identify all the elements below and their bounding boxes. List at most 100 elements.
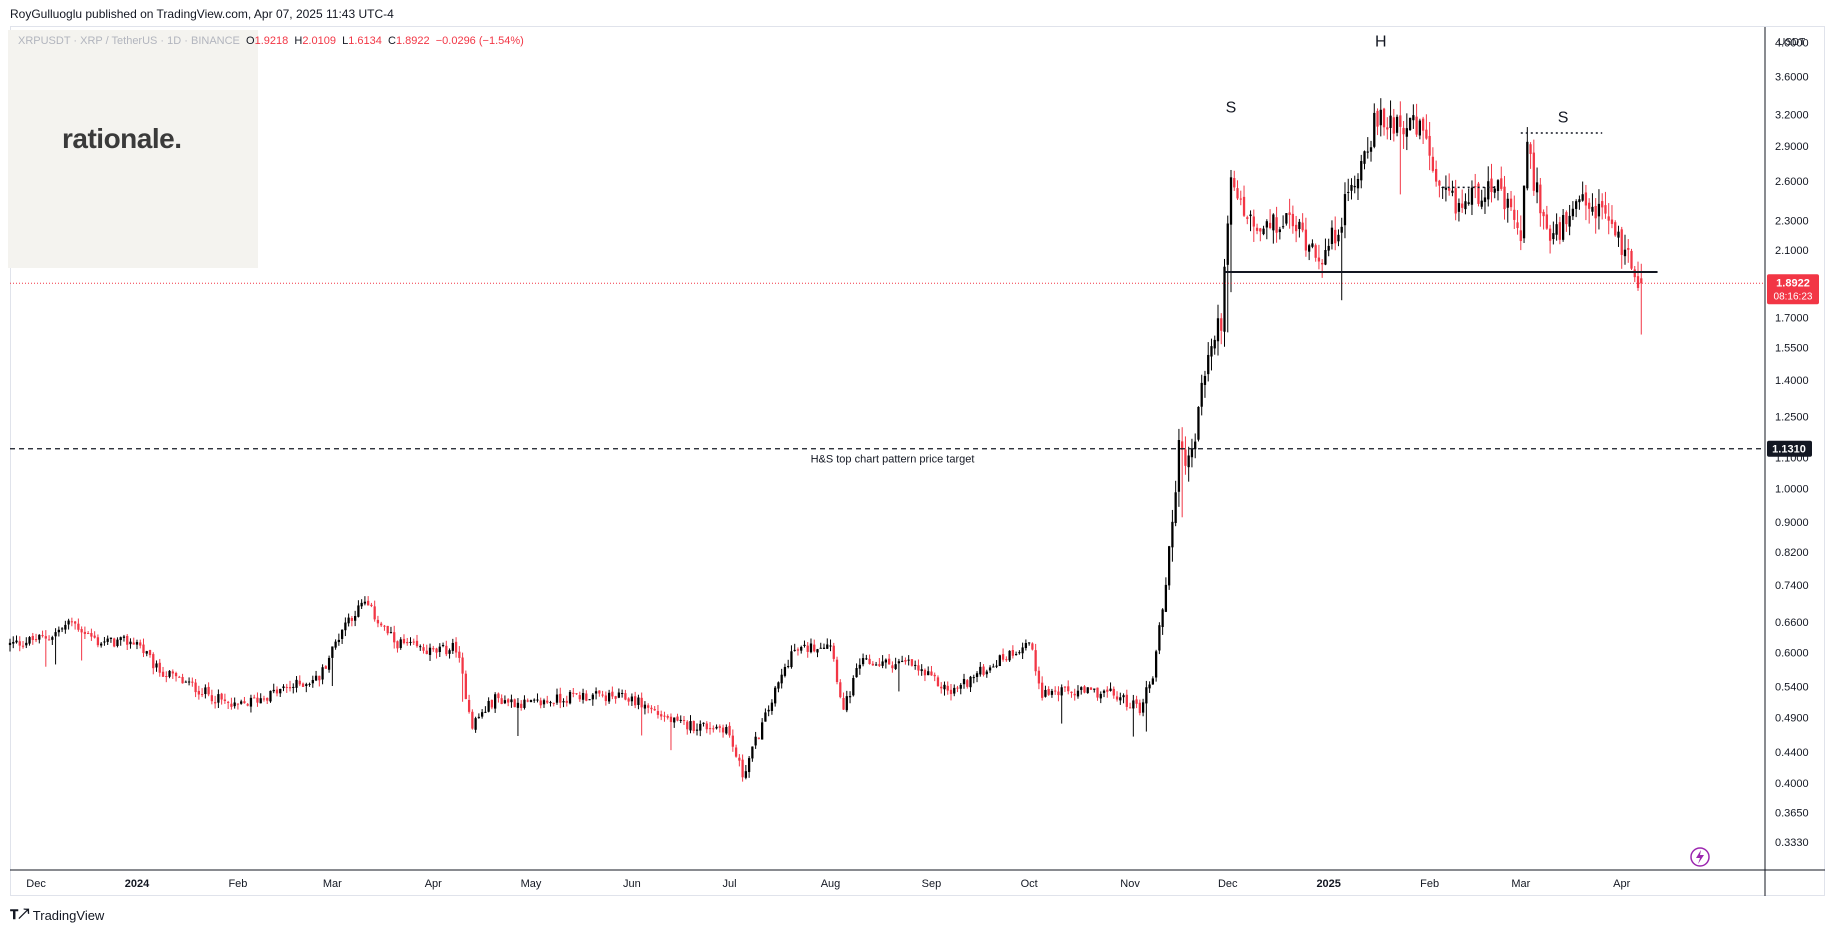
candle-body bbox=[1350, 184, 1353, 191]
candle-body bbox=[370, 604, 373, 607]
y-tick-label: 0.6600 bbox=[1775, 617, 1809, 629]
candle-body bbox=[1024, 642, 1028, 649]
candle-body bbox=[373, 606, 376, 620]
candle-body bbox=[331, 646, 334, 658]
candle-body bbox=[1184, 449, 1187, 466]
candle-body bbox=[1353, 185, 1356, 188]
candle-body bbox=[1099, 693, 1102, 699]
y-tick-label: 3.6000 bbox=[1775, 72, 1809, 84]
candle-body bbox=[679, 719, 682, 721]
candle-body bbox=[813, 644, 816, 652]
candle-body bbox=[1334, 229, 1337, 244]
candle-body bbox=[197, 690, 200, 695]
candle-body bbox=[148, 649, 152, 656]
candle-body bbox=[275, 689, 279, 694]
candle-body bbox=[1575, 201, 1578, 209]
candle-body bbox=[132, 642, 135, 645]
candle-body bbox=[399, 639, 402, 648]
candle-body bbox=[936, 677, 940, 687]
candle-body bbox=[650, 707, 653, 710]
candle-body bbox=[178, 676, 181, 678]
candle-body bbox=[874, 664, 878, 666]
candle-body bbox=[1187, 455, 1190, 468]
candle-body bbox=[253, 697, 256, 699]
candle-body bbox=[1112, 688, 1115, 696]
candle-body bbox=[523, 699, 526, 708]
currency-selector[interactable]: USDT bbox=[1778, 37, 1806, 48]
candle-body bbox=[819, 647, 822, 649]
candle-body bbox=[161, 671, 165, 677]
candle-body bbox=[425, 650, 428, 655]
candle-body bbox=[1288, 212, 1291, 216]
candle-body bbox=[1461, 203, 1464, 208]
candle-body bbox=[41, 635, 44, 637]
candle-body bbox=[1278, 229, 1281, 233]
candle-body bbox=[1106, 689, 1109, 692]
candle-body bbox=[1428, 135, 1431, 156]
candle-body bbox=[353, 615, 357, 621]
candle-body bbox=[34, 639, 38, 641]
candle-body bbox=[220, 693, 223, 700]
candle-body bbox=[689, 721, 692, 731]
candle-body bbox=[152, 654, 155, 669]
candle-body bbox=[1493, 188, 1496, 193]
candle-body bbox=[871, 663, 874, 666]
candle-body bbox=[1516, 222, 1519, 229]
candle-body bbox=[949, 689, 953, 695]
candle-body bbox=[1522, 185, 1526, 239]
candle-body bbox=[1470, 187, 1474, 205]
candle-body bbox=[676, 716, 679, 721]
candle-body bbox=[1519, 230, 1522, 242]
candle-body bbox=[914, 664, 917, 666]
candle-body bbox=[1584, 192, 1588, 206]
candle-body bbox=[1607, 216, 1610, 221]
candle-body bbox=[643, 704, 647, 709]
y-tick-label: 0.6000 bbox=[1775, 648, 1809, 660]
candle-body bbox=[816, 649, 819, 653]
candle-body bbox=[744, 771, 748, 778]
candle-body bbox=[780, 674, 783, 684]
candle-body bbox=[207, 686, 210, 695]
candle-body bbox=[357, 605, 360, 617]
candle-body bbox=[1086, 687, 1089, 693]
candle-body bbox=[1014, 654, 1018, 656]
candle-body bbox=[1063, 686, 1067, 688]
candle-body bbox=[809, 643, 813, 653]
candle-body bbox=[995, 665, 998, 667]
candle-body bbox=[477, 716, 481, 718]
candle-body bbox=[1405, 128, 1408, 137]
candle-body bbox=[200, 694, 204, 696]
tradingview-brand[interactable]: 𝐓↗ TradingView bbox=[10, 907, 104, 923]
candle-body bbox=[611, 691, 614, 697]
candle-body bbox=[363, 601, 367, 604]
candle-body bbox=[1008, 650, 1011, 661]
candle-body bbox=[458, 651, 461, 658]
candle-body bbox=[624, 693, 627, 700]
candle-body bbox=[1216, 318, 1220, 342]
candle-body bbox=[1031, 643, 1034, 650]
candle-body bbox=[835, 659, 839, 682]
x-tick-label: Mar bbox=[1511, 878, 1530, 890]
candle-body bbox=[982, 666, 985, 675]
symbol-label[interactable]: XRPUSDT · XRP / TetherUS · 1D · BINANCE bbox=[18, 35, 240, 47]
y-tick-label: 0.9000 bbox=[1775, 517, 1809, 529]
candle-body bbox=[510, 699, 513, 703]
candle-body bbox=[549, 702, 552, 704]
candle-body bbox=[122, 636, 126, 638]
y-tick-label: 0.3330 bbox=[1775, 837, 1809, 849]
candle-body bbox=[803, 644, 806, 646]
candle-body bbox=[826, 644, 829, 649]
candle-body bbox=[1636, 276, 1640, 288]
candle-body bbox=[474, 718, 477, 730]
candle-body bbox=[21, 645, 25, 647]
candle-body bbox=[1272, 214, 1275, 231]
candle-body bbox=[708, 728, 712, 730]
candle-body bbox=[1236, 188, 1239, 199]
candle-body bbox=[1506, 198, 1509, 208]
candle-body bbox=[1255, 227, 1259, 231]
x-tick-label: 2024 bbox=[125, 878, 150, 890]
candle-body bbox=[1620, 229, 1623, 255]
y-tick-label: 1.7000 bbox=[1775, 313, 1809, 325]
candle-body bbox=[975, 673, 979, 678]
